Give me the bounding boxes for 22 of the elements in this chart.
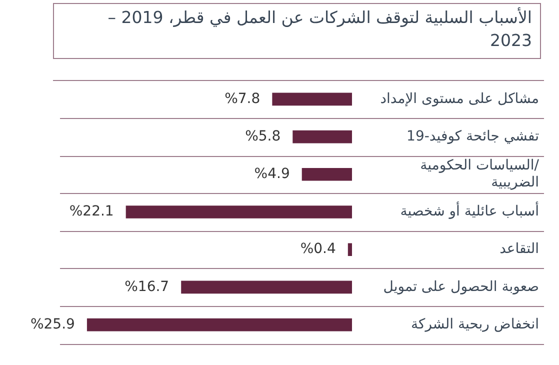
bar <box>272 92 352 106</box>
data-label: %7.8 <box>224 90 260 107</box>
data-label: %5.8 <box>245 128 281 144</box>
bar <box>292 130 352 144</box>
y-tick-label: التقاعد <box>500 241 539 258</box>
y-tick-label: أسباب عائلية أو شخصية <box>400 202 540 220</box>
y-tick-label: السياسات الحكومية/ الضريبية <box>420 158 540 190</box>
y-tick-label: صعوبة الحصول على تمويل <box>383 278 539 295</box>
y-tick-label: انخفاض ربحية الشركة <box>411 316 539 332</box>
data-label: %16.7 <box>124 278 170 295</box>
data-label: %25.9 <box>30 316 75 332</box>
data-label: %4.9 <box>254 166 290 182</box>
data-label: %0.4 <box>300 241 336 258</box>
bar <box>126 206 352 218</box>
bar <box>348 243 352 256</box>
bar <box>181 280 352 294</box>
y-tick-label: تفشي جائحة كوفيد-19 <box>406 128 540 144</box>
data-label: %22.1 <box>69 204 114 220</box>
bar <box>302 168 352 181</box>
y-tick-label: مشاكل على مستوى الإمداد <box>380 90 539 107</box>
chart-title: الأسباب السلبية لتوقف الشركات عن العمل في قطر، 2019 – 2023 <box>53 3 541 59</box>
bar <box>86 318 352 332</box>
